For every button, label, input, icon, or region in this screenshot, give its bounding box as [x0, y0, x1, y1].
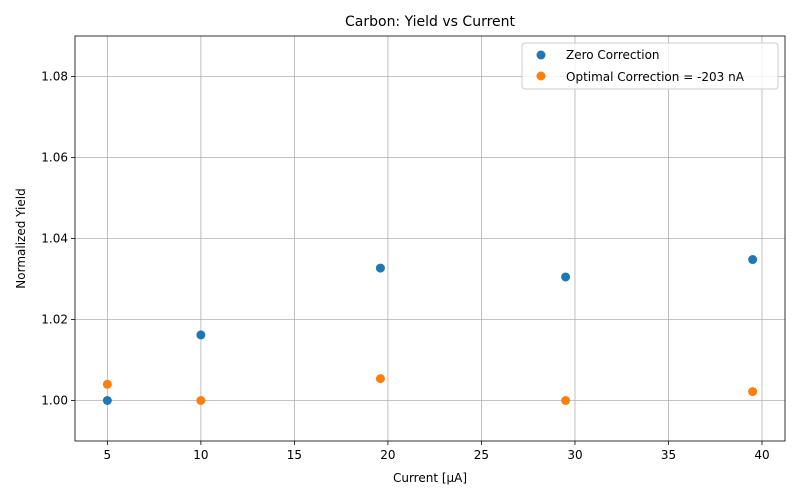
data-point-optimal-correction [196, 396, 206, 405]
data-point-optimal-correction [561, 396, 571, 405]
data-point-zero-correction [375, 263, 385, 273]
data-point-optimal-correction [375, 374, 385, 384]
chart-title: Carbon: Yield vs Current [345, 14, 516, 30]
y-tick-label: 1.06 [41, 151, 68, 165]
x-tick-label: 40 [754, 448, 769, 462]
x-tick-label: 15 [287, 448, 302, 462]
data-point-zero-correction [748, 255, 758, 265]
data-points [102, 255, 758, 405]
legend-label-optimal-correction: Optimal Correction = -203 nA [566, 70, 745, 84]
data-point-optimal-correction [748, 387, 758, 397]
x-axis-ticks: 5 10 15 20 25 30 35 40 [104, 441, 770, 462]
x-tick-label: 30 [567, 448, 582, 462]
x-tick-label: 35 [661, 448, 676, 462]
y-tick-label: 1.00 [41, 394, 68, 408]
legend-marker-optimal-correction [536, 71, 546, 81]
y-tick-label: 1.08 [41, 70, 68, 84]
grid-lines [75, 36, 785, 441]
legend-marker-zero-correction [536, 50, 546, 60]
x-tick-label: 10 [193, 448, 208, 462]
y-axis-ticks: 1.00 1.02 1.04 1.06 1.08 [41, 70, 75, 408]
data-point-zero-correction [102, 396, 112, 405]
x-tick-label: 20 [380, 448, 395, 462]
y-axis-label: Normalized Yield [14, 188, 28, 288]
x-tick-label: 5 [104, 448, 112, 462]
y-tick-label: 1.04 [41, 232, 68, 246]
data-point-optimal-correction [102, 379, 112, 389]
data-point-zero-correction [561, 272, 571, 282]
legend-label-zero-correction: Zero Correction [566, 48, 660, 62]
legend-box [521, 42, 779, 90]
x-axis-label: Current [µA] [393, 471, 467, 485]
y-tick-label: 1.02 [41, 313, 68, 327]
x-tick-label: 25 [474, 448, 489, 462]
data-point-zero-correction [196, 330, 206, 340]
legend: Zero Correction Optimal Correction = -20… [521, 42, 779, 90]
